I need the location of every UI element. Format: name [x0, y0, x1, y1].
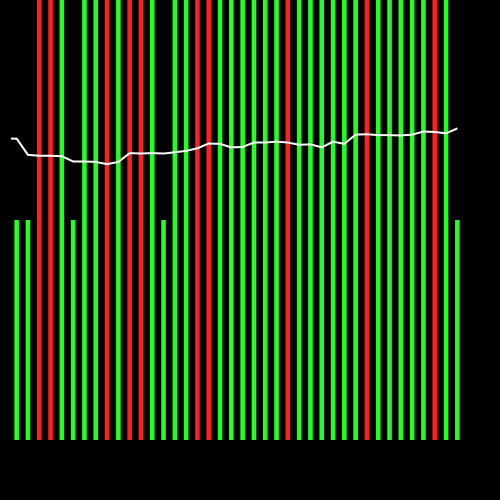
volume-bar: [149, 0, 155, 440]
volume-bar: [432, 0, 438, 440]
volume-bar: [342, 0, 347, 440]
volume-bar: [36, 0, 42, 440]
volume-bar: [229, 0, 234, 440]
volume-bar: [161, 220, 166, 440]
volume-bar: [93, 0, 99, 440]
volume-bar: [183, 0, 189, 440]
volume-bar: [127, 0, 132, 440]
volume-bar: [48, 0, 53, 440]
volume-bar: [138, 0, 144, 440]
volume-bar: [421, 0, 426, 440]
volume-bar: [217, 0, 223, 440]
volume-bar: [25, 220, 31, 440]
volume-bar: [319, 0, 325, 440]
volume-bar: [172, 0, 178, 440]
volume-bar: [104, 0, 110, 440]
volume-bar: [240, 0, 245, 440]
volume-bar: [387, 0, 392, 440]
volume-bar: [330, 0, 336, 440]
volume-bar: [251, 0, 257, 440]
volume-bar: [116, 0, 121, 440]
trend-line: [11, 127, 458, 166]
volume-bar: [398, 0, 404, 440]
volume-bar: [409, 0, 415, 440]
volume-bar: [443, 0, 449, 440]
volume-bar: [296, 0, 302, 440]
volume-bar: [262, 0, 268, 440]
volume-bar: [82, 0, 87, 440]
volume-bar: [375, 0, 381, 440]
volume-bar: [308, 0, 313, 440]
volume-bar: [195, 0, 200, 440]
volume-bar: [14, 220, 19, 440]
volume-bar: [364, 0, 370, 440]
volume-bar: [285, 0, 291, 440]
volume-bar: [70, 220, 76, 440]
volume-bar: [455, 220, 460, 440]
volume-bar: [206, 0, 212, 440]
trend-line-group: [11, 127, 458, 166]
volume-bars: [14, 0, 460, 440]
volume-bar: [274, 0, 279, 440]
volume-bar: [353, 0, 358, 440]
volume-bar: [59, 0, 65, 440]
